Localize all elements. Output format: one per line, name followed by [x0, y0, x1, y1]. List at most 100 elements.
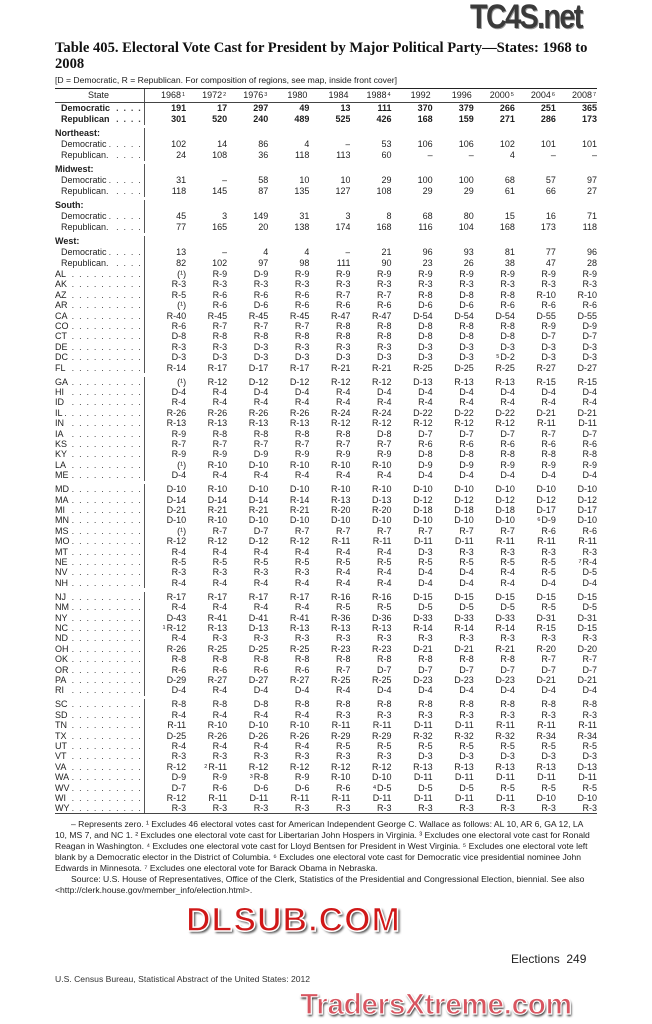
- state-row: LA. . . . . . . . . . . . . . . . . . . …: [55, 459, 597, 471]
- table-cell: R-3: [294, 633, 310, 644]
- table-cell: 4: [263, 247, 269, 257]
- table-cell: R-8: [294, 654, 310, 665]
- state-label-text: IN: [55, 418, 64, 429]
- table-cell: R-3: [459, 709, 474, 720]
- state-row: FL. . . . . . . . . . . . . . . . . . . …: [55, 362, 597, 373]
- dot-leader: . . . . . . . . . . . . . . . . . . . . …: [71, 643, 142, 654]
- table-cell: R-9: [459, 269, 474, 279]
- table-cell: 29: [463, 186, 474, 196]
- table-cell: D-11: [372, 792, 392, 803]
- dot-leader: . . . . . . . . . . . . . . . . . . . . …: [71, 525, 142, 536]
- table-cell: D-55: [577, 310, 598, 321]
- table-cell: D-21: [536, 407, 556, 418]
- state-row: ND. . . . . . . . . . . . . . . . . . . …: [55, 633, 597, 644]
- table-cell: R-5: [212, 556, 228, 567]
- table-cell: D-6: [253, 300, 269, 311]
- table-cell: R-7: [377, 289, 392, 300]
- state-label-text: SD: [55, 709, 68, 720]
- table-cell: R-13: [372, 622, 392, 633]
- table-cell: R-6: [582, 300, 598, 311]
- state-label: IL. . . . . . . . . . . . . . . . . . . …: [55, 407, 145, 419]
- table-cell: R-6: [418, 438, 433, 449]
- table-cell: R-13: [413, 761, 433, 772]
- table-cell: R-4: [253, 709, 269, 720]
- table-cell: R-3: [418, 803, 433, 814]
- table-cell: R-25: [207, 643, 228, 654]
- state-label-text: TN: [55, 720, 67, 731]
- state-label-text: ME: [55, 470, 69, 481]
- table-cell: R-5: [541, 602, 556, 613]
- table-cell: R-20: [330, 504, 351, 515]
- table-cell: R-47: [330, 310, 351, 321]
- table-cell: R-9: [294, 269, 310, 279]
- table-cell: R-9: [418, 269, 433, 279]
- state-label-text: PA: [55, 674, 67, 685]
- state-row: KY. . . . . . . . . . . . . . . . . . . …: [55, 449, 597, 460]
- state-label: OK. . . . . . . . . . . . . . . . . . . …: [55, 654, 145, 665]
- table-cell: 173: [540, 222, 556, 232]
- table-cell: R-8: [459, 699, 474, 710]
- party-label-text: Democratic: [61, 211, 107, 221]
- table-cell: 525: [335, 114, 351, 124]
- party-label-text: Democratic: [61, 247, 107, 257]
- table-cell: R-8: [418, 699, 433, 710]
- table-cell: –: [468, 150, 474, 160]
- table-cell: D-8: [500, 331, 515, 342]
- table-cell: D-7: [459, 428, 474, 439]
- table-cell: R-5: [171, 289, 187, 300]
- table-cell: 1R-12: [145, 623, 187, 633]
- state-label: MA. . . . . . . . . . . . . . . . . . . …: [55, 494, 145, 505]
- table-cell: R-32: [495, 730, 515, 741]
- table-cell: R-5: [294, 556, 310, 567]
- state-row: GA. . . . . . . . . . . . . . . . . . . …: [55, 376, 597, 387]
- table-cell: R-5: [335, 602, 351, 613]
- table-cell: R-25: [289, 643, 310, 654]
- party-label: Republican.. . . . . . . . . . . . . . .…: [55, 150, 145, 161]
- table-cell: D-31: [536, 612, 556, 623]
- table-cell: 102: [212, 258, 228, 268]
- table-cell: D-3: [335, 352, 351, 363]
- table-cell: R-4: [212, 740, 228, 751]
- table-cell: R-13: [454, 376, 474, 387]
- table-cell: R-13: [330, 622, 351, 633]
- table-cell: R-3: [335, 709, 351, 720]
- table-cell: D-11: [413, 536, 433, 547]
- state-label: AL. . . . . . . . . . . . . . . . . . . …: [55, 269, 145, 280]
- table-cell: R-6: [335, 300, 351, 311]
- table-cell: R-4: [377, 546, 392, 557]
- state-label: NM. . . . . . . . . . . . . . . . . . . …: [55, 602, 145, 613]
- table-cell: D-10: [248, 515, 269, 526]
- table-cell: 159: [458, 114, 474, 124]
- table-cell: D-7: [459, 664, 474, 675]
- state-row: AZ. . . . . . . . . . . . . . . . . . . …: [55, 289, 597, 301]
- table-cell: R-34: [536, 730, 556, 741]
- table-cell: R-12: [289, 761, 310, 772]
- table-cell: 10: [340, 175, 351, 185]
- table-cell: D-10: [330, 515, 351, 526]
- state-label-text: MA: [55, 494, 69, 505]
- table-cell: D-4: [541, 470, 556, 481]
- table-cell: R-6: [541, 438, 556, 449]
- table-cell: R-10: [536, 289, 556, 300]
- table-cell: R-17: [207, 362, 228, 373]
- state-label-text: CO: [55, 320, 69, 331]
- table-cell: R-13: [207, 622, 228, 633]
- state-label-text: UT: [55, 740, 67, 751]
- table-cell: 286: [540, 114, 556, 124]
- footnote-marker: 7: [578, 558, 582, 565]
- party-label: Democratic. . . . . . . . . . . . . . . …: [55, 247, 145, 258]
- table-cell: R-24: [330, 407, 351, 418]
- table-cell: 98: [299, 258, 310, 268]
- state-label: SD. . . . . . . . . . . . . . . . . . . …: [55, 709, 145, 721]
- table-cell: D-4: [418, 386, 433, 397]
- state-label-text: GA: [55, 376, 69, 387]
- party-label-text: Republican.: [61, 150, 109, 160]
- cell-value: D-2: [500, 352, 515, 363]
- state-row: RI. . . . . . . . . . . . . . . . . . . …: [55, 685, 597, 696]
- state-label: RI. . . . . . . . . . . . . . . . . . . …: [55, 685, 145, 696]
- table-cell: R-3: [171, 751, 187, 762]
- table-cell: R-26: [207, 407, 228, 418]
- table-cell: R-14: [166, 362, 187, 373]
- table-cell: R-12: [372, 761, 392, 772]
- column-header-year: 19884: [350, 89, 391, 102]
